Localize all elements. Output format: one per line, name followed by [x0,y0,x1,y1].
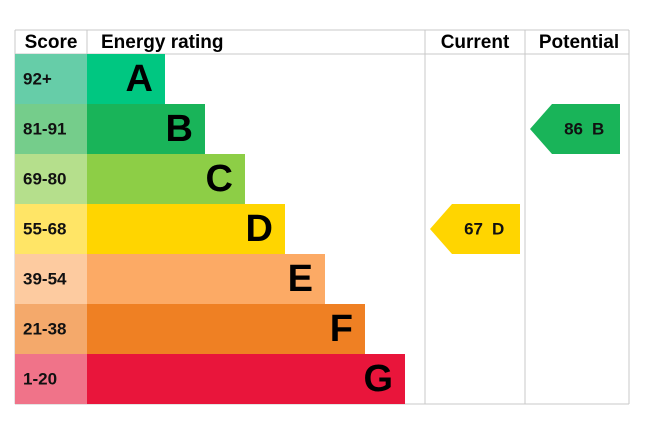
score-cell [15,254,87,304]
rating-bar [87,104,205,154]
rating-bar [87,204,285,254]
band-letter: B [166,108,193,150]
band-letter: C [206,158,233,200]
rating-bar [87,254,325,304]
rating-bar [87,154,245,204]
score-cell [15,354,87,404]
score-label: 55-68 [23,219,66,238]
header-current: Current [441,32,510,53]
score-cell [15,154,87,204]
rating-bar [87,354,405,404]
current-value: 67 [464,219,483,238]
band-letter: A [126,58,153,100]
score-cell [15,104,87,154]
header-rating: Energy rating [101,32,223,53]
band-letter: E [288,258,313,300]
score-label: 81-91 [23,119,66,138]
potential-value: 86 [564,119,583,138]
score-label: 69-80 [23,169,66,188]
score-cell [15,304,87,354]
score-label: 1-20 [23,369,57,388]
band-letter: G [363,358,393,400]
current-arrow [430,204,520,254]
score-cell [15,54,87,104]
band-letter: D [246,208,273,250]
score-cell [15,204,87,254]
potential-band: B [592,119,604,138]
band-letter: F [330,308,353,350]
potential-arrow [530,104,620,154]
current-band: D [492,219,504,238]
score-label: 21-38 [23,319,66,338]
rating-bar [87,304,365,354]
header-potential: Potential [539,32,619,53]
score-label: 92+ [23,69,52,88]
rating-bar [87,54,165,104]
header-score: Score [25,32,78,53]
score-label: 39-54 [23,269,67,288]
